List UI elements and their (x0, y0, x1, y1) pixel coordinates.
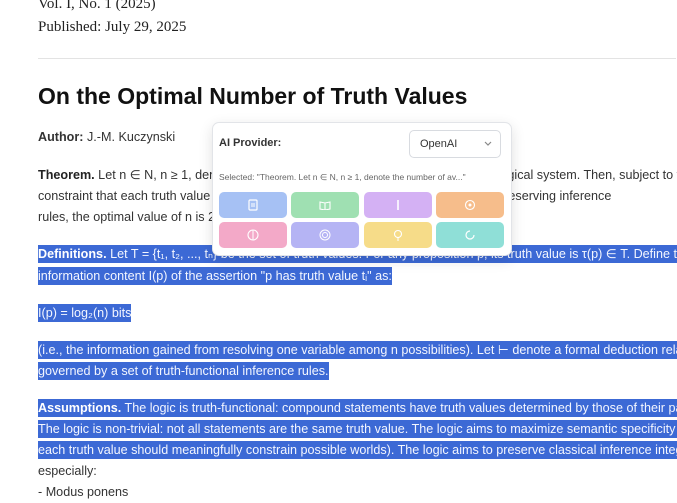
action-button[interactable] (219, 222, 287, 248)
action-button[interactable] (436, 192, 504, 218)
text-line: governed by a set of truth-functional in… (38, 361, 329, 382)
icon (393, 229, 403, 241)
provider-value: OpenAI (420, 138, 458, 150)
text-line: each truth value should meaningfully con… (38, 440, 677, 461)
provider-select[interactable]: OpenAI (409, 130, 501, 158)
article-title: On the Optimal Number of Truth Values (38, 83, 468, 109)
line-text: especially: (38, 464, 97, 478)
icon (397, 200, 399, 210)
lead: Assumptions. (38, 401, 122, 415)
action-button[interactable] (219, 192, 287, 218)
text-line: especially: (38, 461, 97, 482)
text-line: information content I(p) of the assertio… (38, 266, 392, 287)
icon (248, 199, 258, 211)
line-text: I(p) = log₂(n) bits (38, 304, 132, 322)
author-label: Author: (38, 130, 84, 144)
action-button[interactable] (364, 222, 432, 248)
line-text: each truth value should meaningfully con… (38, 441, 677, 459)
line-text: (i.e., the information gained from resol… (38, 341, 677, 359)
line-text: information content I(p) of the assertio… (38, 267, 392, 285)
line-text: The logic is truth-functional: compound … (121, 401, 677, 415)
action-button[interactable] (436, 222, 504, 248)
selected-text: Selected: "Theorem. Let n ∈ N, n ≥ 1, de… (219, 172, 466, 182)
divider (38, 58, 676, 59)
author-line: Author: J.-M. Kuczynski (38, 130, 175, 144)
action-button[interactable] (291, 192, 359, 218)
line-text: The logic is non-trivial: not all statem… (38, 420, 677, 438)
text-line: (i.e., the information gained from resol… (38, 340, 677, 361)
chevron (484, 141, 492, 146)
formula: I(p) = log₂(n) bits (38, 303, 132, 324)
volume: Vol. I, No. 1 (2025) (38, 0, 156, 12)
ai-popup: AI Provider: OpenAI Selected: "Theorem. … (212, 122, 512, 256)
text-line: - Modus ponens (38, 482, 128, 503)
lead: Theorem. (38, 168, 95, 182)
icon (319, 229, 331, 241)
lead: Definitions. (38, 247, 107, 261)
author: J.-M. Kuczynski (86, 130, 176, 144)
icon (319, 201, 331, 210)
line-text: rules, the optimal value of n is 2. (38, 210, 219, 224)
text-line: Assumptions. The logic is truth-function… (38, 398, 677, 419)
provider-label: AI Provider: (219, 137, 282, 149)
text-line: The logic is non-trivial: not all statem… (38, 419, 677, 440)
action-button[interactable] (364, 192, 432, 218)
action-button[interactable] (291, 222, 359, 248)
line-text: - Modus ponens (38, 485, 129, 499)
icon (464, 199, 476, 211)
icon (465, 230, 475, 240)
text-line: rules, the optimal value of n is 2. (38, 207, 219, 228)
line-text: governed by a set of truth-functional in… (38, 362, 329, 380)
published: Published: July 29, 2025 (38, 19, 187, 35)
icon (247, 229, 259, 241)
